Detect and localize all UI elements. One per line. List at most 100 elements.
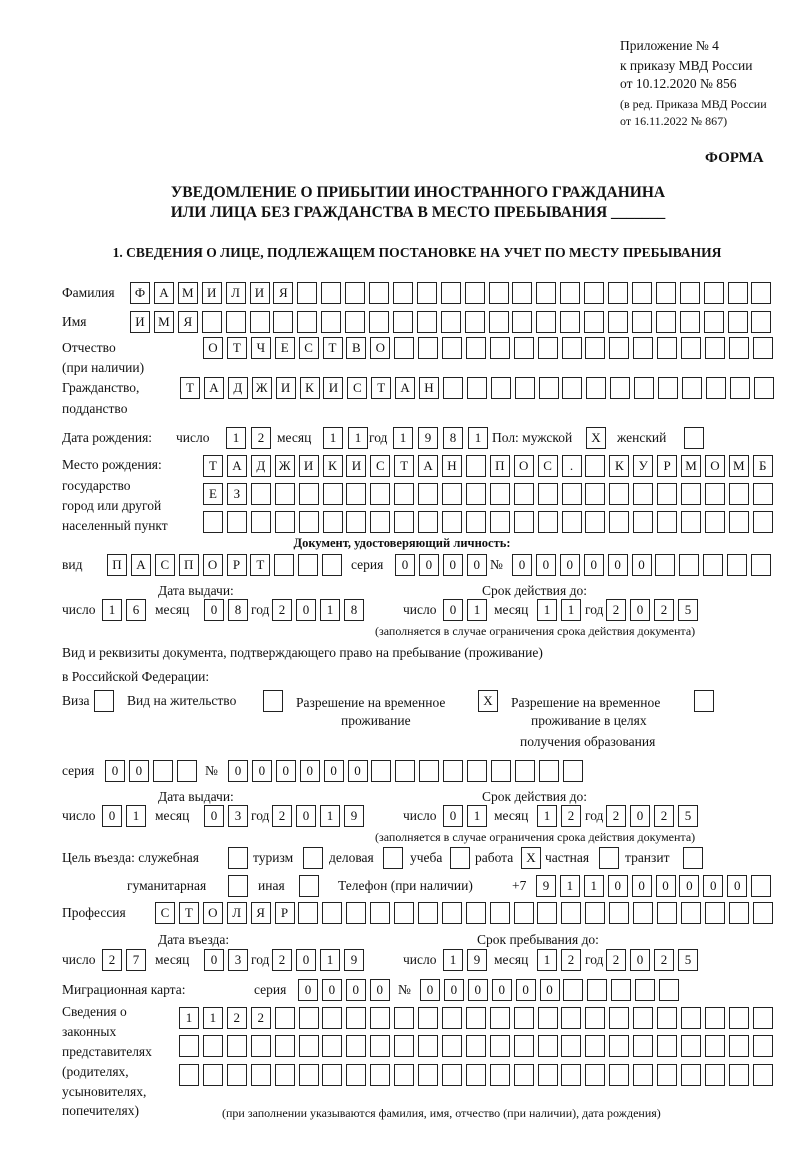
char-box[interactable]: 9 [418, 427, 438, 449]
char-box[interactable] [657, 1064, 677, 1086]
char-box[interactable]: 8 [228, 599, 248, 621]
char-box[interactable]: X [586, 427, 606, 449]
char-box[interactable]: 0 [630, 949, 650, 971]
char-box[interactable]: 0 [442, 554, 463, 576]
char-box[interactable] [490, 760, 511, 782]
char-box[interactable]: З [226, 483, 247, 505]
char-box[interactable] [441, 1007, 462, 1029]
char-box[interactable] [383, 847, 403, 869]
char-box[interactable] [657, 511, 678, 533]
char-box[interactable] [465, 1007, 486, 1029]
char-box[interactable] [704, 1007, 725, 1029]
char-box[interactable] [631, 282, 652, 304]
char-box[interactable] [322, 511, 343, 533]
char-box[interactable] [609, 1064, 630, 1086]
char-box[interactable]: Т [371, 377, 392, 399]
char-box[interactable] [635, 979, 656, 1001]
char-box[interactable] [681, 511, 701, 533]
char-box[interactable]: 1 [561, 599, 581, 621]
char-box[interactable] [561, 483, 582, 505]
char-box[interactable] [609, 902, 630, 924]
char-box[interactable] [416, 282, 437, 304]
char-box[interactable] [176, 760, 197, 782]
char-box[interactable]: 0 [607, 875, 628, 897]
char-box[interactable]: К [322, 455, 343, 477]
char-box[interactable] [727, 554, 748, 576]
char-box[interactable] [585, 902, 606, 924]
char-box[interactable] [346, 511, 367, 533]
char-box[interactable] [514, 760, 535, 782]
char-box[interactable] [681, 483, 701, 505]
char-box[interactable]: 2 [272, 599, 292, 621]
char-box[interactable] [752, 483, 773, 505]
char-box[interactable] [585, 337, 606, 359]
char-box[interactable] [610, 377, 631, 399]
char-box[interactable]: 0 [443, 599, 463, 621]
char-box[interactable]: П [107, 554, 127, 576]
char-box[interactable] [704, 1064, 725, 1086]
char-box[interactable] [655, 554, 676, 576]
char-box[interactable]: 1 [559, 875, 580, 897]
char-box[interactable] [345, 311, 366, 333]
char-box[interactable] [489, 902, 510, 924]
char-box[interactable]: 0 [630, 599, 650, 621]
char-box[interactable]: 2 [606, 599, 626, 621]
char-box[interactable]: 5 [678, 949, 698, 971]
char-box[interactable] [299, 875, 319, 897]
char-box[interactable]: 1 [323, 427, 343, 449]
char-box[interactable]: М [681, 455, 701, 477]
char-box[interactable]: 2 [102, 949, 122, 971]
char-box[interactable] [370, 511, 391, 533]
char-box[interactable] [562, 760, 583, 782]
char-box[interactable] [465, 1035, 486, 1057]
char-box[interactable] [418, 1007, 438, 1029]
char-box[interactable]: 1 [202, 1007, 223, 1029]
char-box[interactable]: 9 [467, 949, 487, 971]
char-box[interactable]: Ч [250, 337, 271, 359]
char-box[interactable]: 0 [347, 760, 368, 782]
char-box[interactable] [489, 1064, 510, 1086]
char-box[interactable]: Н [419, 377, 439, 399]
char-box[interactable]: 1 [583, 875, 604, 897]
char-box[interactable] [584, 282, 605, 304]
char-box[interactable]: 1 [179, 1007, 199, 1029]
char-box[interactable]: 0 [321, 979, 342, 1001]
char-box[interactable]: 0 [420, 979, 440, 1001]
char-box[interactable]: Т [203, 455, 223, 477]
char-box[interactable]: 0 [228, 760, 248, 782]
char-box[interactable] [633, 1064, 654, 1086]
char-box[interactable]: 2 [272, 949, 292, 971]
char-box[interactable] [465, 1064, 486, 1086]
char-box[interactable]: С [537, 455, 558, 477]
char-box[interactable] [489, 337, 510, 359]
char-box[interactable]: 1 [393, 427, 413, 449]
char-box[interactable]: 1 [320, 805, 340, 827]
char-box[interactable]: О [370, 337, 391, 359]
char-box[interactable]: И [323, 377, 344, 399]
char-box[interactable] [513, 1064, 534, 1086]
char-box[interactable] [392, 282, 413, 304]
char-box[interactable]: 0 [128, 760, 149, 782]
char-box[interactable]: 0 [515, 979, 536, 1001]
char-box[interactable]: П [489, 455, 510, 477]
char-box[interactable] [346, 483, 367, 505]
char-box[interactable] [537, 902, 558, 924]
char-box[interactable] [609, 511, 630, 533]
char-box[interactable] [228, 875, 248, 897]
char-box[interactable] [753, 377, 774, 399]
char-box[interactable] [633, 511, 654, 533]
char-box[interactable] [538, 377, 559, 399]
char-box[interactable]: В [346, 337, 367, 359]
char-box[interactable] [561, 337, 582, 359]
char-box[interactable] [585, 1007, 606, 1029]
char-box[interactable]: И [346, 455, 367, 477]
char-box[interactable] [513, 337, 534, 359]
char-box[interactable] [467, 760, 487, 782]
char-box[interactable] [584, 311, 605, 333]
char-box[interactable] [202, 1064, 223, 1086]
char-box[interactable] [608, 311, 628, 333]
char-box[interactable]: М [728, 455, 749, 477]
char-box[interactable] [490, 377, 511, 399]
char-box[interactable] [587, 979, 608, 1001]
char-box[interactable]: 2 [654, 599, 674, 621]
